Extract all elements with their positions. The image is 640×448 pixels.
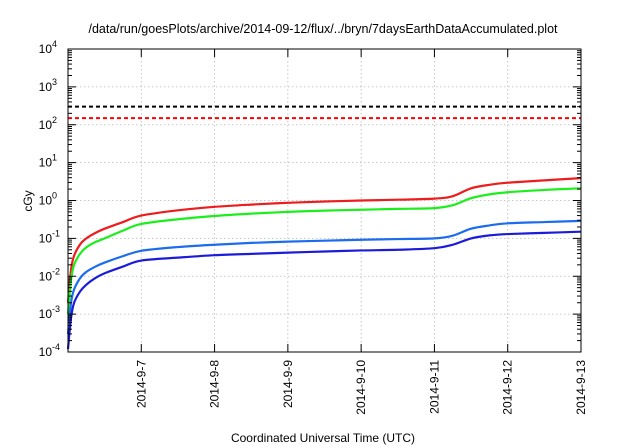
- y-tick-base: 10: [39, 80, 53, 94]
- y-tick-base: 10: [39, 345, 53, 359]
- y-tick-label: 100: [39, 191, 57, 208]
- y-tick-label: 101: [39, 153, 57, 170]
- y-tick-exponent: 4: [52, 39, 57, 49]
- y-tick-base: 10: [39, 194, 53, 208]
- y-tick-exponent: 0: [52, 191, 57, 201]
- y-tick-label: 10-2: [39, 266, 60, 283]
- y-tick-base: 10: [39, 118, 53, 132]
- x-tick-label: 2014-9-11: [427, 360, 441, 414]
- reference-lines: [68, 105, 581, 120]
- chart-title: /data/run/goesPlots/archive/2014-09-12/f…: [88, 22, 558, 36]
- y-tick-exponent: 3: [52, 77, 57, 87]
- x-tick-labels: 2014-9-7 2014-9-8 2014-9-9 2014-9-10 2014-9-…: [134, 360, 588, 415]
- y-tick-exponent: 1: [52, 153, 57, 163]
- y-tick-base: 10: [39, 231, 53, 245]
- y-tick-label: 10-1: [39, 228, 60, 245]
- x-tick-label: 2014-9-12: [501, 360, 515, 415]
- x-axis-label: Coordinated Universal Time (UTC): [231, 431, 415, 445]
- y-tick-exponent: -2: [52, 266, 60, 276]
- y-axis-label: cGy: [21, 190, 35, 211]
- series-line: [66, 219, 582, 335]
- y-tick-label: 104: [39, 39, 57, 56]
- y-tick-exponent: 2: [52, 115, 57, 125]
- x-tick-label: 2014-9-7: [134, 360, 148, 408]
- x-tick-label: 2014-9-10: [354, 360, 368, 415]
- series-line: [66, 230, 582, 350]
- y-tick-label: 103: [39, 77, 57, 94]
- y-tick-base: 10: [39, 269, 53, 283]
- y-tick-exponent: -1: [52, 228, 60, 238]
- grid: [68, 49, 581, 352]
- ticks: [68, 48, 582, 353]
- y-tick-base: 10: [39, 156, 53, 170]
- series-line: [66, 187, 582, 315]
- x-tick-label: 2014-9-9: [281, 360, 295, 408]
- y-tick-exponent: -4: [52, 342, 60, 352]
- y-tick-label: 10-3: [39, 304, 60, 321]
- y-tick-exponent: -3: [52, 304, 60, 314]
- series-group: [66, 177, 582, 350]
- x-tick-label: 2014-9-8: [208, 360, 222, 408]
- y-tick-label: 102: [39, 115, 57, 132]
- series-line: [66, 177, 582, 303]
- y-tick-base: 10: [39, 307, 53, 321]
- x-tick-label: 2014-9-13: [574, 360, 588, 415]
- y-tick-label: 10-4: [39, 342, 60, 359]
- y-tick-base: 10: [39, 42, 53, 56]
